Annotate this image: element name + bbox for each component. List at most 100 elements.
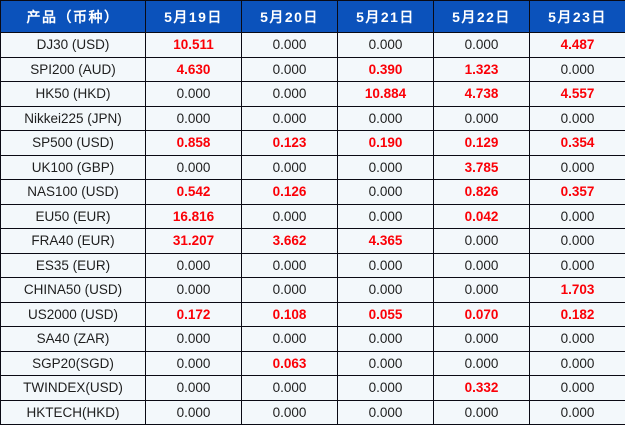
value-cell: 4.557 bbox=[529, 81, 625, 107]
value-cell: 0.000 bbox=[529, 154, 625, 180]
product-cell: FRA40 (EUR) bbox=[0, 228, 146, 254]
value-cell: 0.000 bbox=[433, 399, 530, 425]
table-row: CHINA50 (USD) 0.000 0.000 0.000 0.000 1.703 bbox=[0, 277, 625, 303]
value-cell: 0.000 bbox=[433, 228, 530, 254]
table-row: NAS100 (USD) 0.542 0.126 0.000 0.826 0.357 bbox=[0, 179, 625, 205]
value-cell: 4.487 bbox=[529, 32, 625, 58]
value-cell: 0.000 bbox=[337, 350, 434, 376]
value-cell: 0.172 bbox=[145, 301, 242, 327]
value-cell: 0.190 bbox=[337, 130, 434, 156]
value-cell: 0.000 bbox=[433, 105, 530, 131]
table-row: SGP20(SGD) 0.000 0.063 0.000 0.000 0.000 bbox=[0, 350, 625, 376]
value-cell: 1.703 bbox=[529, 277, 625, 303]
product-cell: UK100 (GBP) bbox=[0, 154, 146, 180]
product-cell: NAS100 (USD) bbox=[0, 179, 146, 205]
value-cell: 0.123 bbox=[241, 130, 338, 156]
value-cell: 0.000 bbox=[433, 350, 530, 376]
column-header-may21: 5月21日 bbox=[337, 0, 434, 33]
value-cell: 0.000 bbox=[241, 203, 338, 229]
column-header-may20: 5月20日 bbox=[241, 0, 338, 33]
value-cell: 0.000 bbox=[241, 277, 338, 303]
value-cell: 0.063 bbox=[241, 350, 338, 376]
value-cell: 0.000 bbox=[241, 81, 338, 107]
value-cell: 3.785 bbox=[433, 154, 530, 180]
table-row: SA40 (ZAR) 0.000 0.000 0.000 0.000 0.000 bbox=[0, 326, 625, 352]
value-cell: 0.070 bbox=[433, 301, 530, 327]
value-cell: 0.182 bbox=[529, 301, 625, 327]
value-cell: 0.354 bbox=[529, 130, 625, 156]
value-cell: 0.000 bbox=[145, 277, 242, 303]
value-cell: 0.332 bbox=[433, 375, 530, 401]
table-row: TWINDEX(USD) 0.000 0.000 0.000 0.332 0.000 bbox=[0, 375, 625, 401]
table-row: FRA40 (EUR) 31.207 3.662 4.365 0.000 0.000 bbox=[0, 228, 625, 254]
value-cell: 0.000 bbox=[433, 326, 530, 352]
value-cell: 0.000 bbox=[433, 277, 530, 303]
table-row: SPI200 (AUD) 4.630 0.000 0.390 1.323 0.000 bbox=[0, 56, 625, 82]
table-row: HKTECH(HKD) 0.000 0.000 0.000 0.000 0.000 bbox=[0, 399, 625, 425]
value-cell: 4.738 bbox=[433, 81, 530, 107]
value-cell: 10.884 bbox=[337, 81, 434, 107]
value-cell: 0.000 bbox=[529, 203, 625, 229]
product-cell: US2000 (USD) bbox=[0, 301, 146, 327]
value-cell: 0.000 bbox=[433, 32, 530, 58]
value-cell: 0.000 bbox=[145, 399, 242, 425]
product-cell: HK50 (HKD) bbox=[0, 81, 146, 107]
value-cell: 0.390 bbox=[337, 56, 434, 82]
value-cell: 0.000 bbox=[529, 228, 625, 254]
product-cell: Nikkei225 (JPN) bbox=[0, 105, 146, 131]
value-cell: 0.126 bbox=[241, 179, 338, 205]
product-cell: SGP20(SGD) bbox=[0, 350, 146, 376]
table-body: DJ30 (USD) 10.511 0.000 0.000 0.000 4.487 SP… bbox=[0, 32, 625, 425]
table-header: 产品（币种） 5月19日 5月20日 5月21日 5月22日 5月23日 bbox=[0, 0, 625, 33]
value-cell: 0.000 bbox=[145, 105, 242, 131]
value-cell: 0.055 bbox=[337, 301, 434, 327]
table-row: EU50 (EUR) 16.816 0.000 0.000 0.042 0.000 bbox=[0, 203, 625, 229]
value-cell: 0.000 bbox=[145, 252, 242, 278]
value-cell: 0.000 bbox=[145, 375, 242, 401]
value-cell: 0.000 bbox=[145, 326, 242, 352]
product-cell: CHINA50 (USD) bbox=[0, 277, 146, 303]
value-cell: 0.000 bbox=[241, 32, 338, 58]
value-cell: 0.000 bbox=[145, 154, 242, 180]
value-cell: 0.000 bbox=[241, 105, 338, 131]
value-cell: 0.000 bbox=[529, 375, 625, 401]
value-cell: 0.108 bbox=[241, 301, 338, 327]
value-cell: 0.000 bbox=[337, 375, 434, 401]
value-cell: 31.207 bbox=[145, 228, 242, 254]
product-cell: EU50 (EUR) bbox=[0, 203, 146, 229]
table-row: SP500 (USD) 0.858 0.123 0.190 0.129 0.354 bbox=[0, 130, 625, 156]
value-cell: 0.000 bbox=[241, 56, 338, 82]
value-cell: 0.542 bbox=[145, 179, 242, 205]
value-cell: 0.000 bbox=[337, 326, 434, 352]
value-cell: 0.357 bbox=[529, 179, 625, 205]
table-row: Nikkei225 (JPN) 0.000 0.000 0.000 0.000 0.00… bbox=[0, 105, 625, 131]
column-header-may19: 5月19日 bbox=[145, 0, 242, 33]
product-cell: DJ30 (USD) bbox=[0, 32, 146, 58]
value-cell: 0.000 bbox=[337, 154, 434, 180]
product-cell: SP500 (USD) bbox=[0, 130, 146, 156]
table-row: US2000 (USD) 0.172 0.108 0.055 0.070 0.182 bbox=[0, 301, 625, 327]
value-cell: 10.511 bbox=[145, 32, 242, 58]
value-cell: 0.000 bbox=[241, 399, 338, 425]
value-cell: 0.000 bbox=[337, 399, 434, 425]
product-cell: ES35 (EUR) bbox=[0, 252, 146, 278]
value-cell: 0.000 bbox=[529, 105, 625, 131]
table-row: HK50 (HKD) 0.000 0.000 10.884 4.738 4.557 bbox=[0, 81, 625, 107]
value-cell: 0.129 bbox=[433, 130, 530, 156]
value-cell: 0.000 bbox=[241, 252, 338, 278]
value-cell: 16.816 bbox=[145, 203, 242, 229]
product-cell: TWINDEX(USD) bbox=[0, 375, 146, 401]
product-cell: HKTECH(HKD) bbox=[0, 399, 146, 425]
value-cell: 0.858 bbox=[145, 130, 242, 156]
value-cell: 0.000 bbox=[529, 350, 625, 376]
value-cell: 0.000 bbox=[241, 326, 338, 352]
value-cell: 0.000 bbox=[337, 32, 434, 58]
value-cell: 0.826 bbox=[433, 179, 530, 205]
value-cell: 1.323 bbox=[433, 56, 530, 82]
value-cell: 0.000 bbox=[433, 252, 530, 278]
column-header-may23: 5月23日 bbox=[529, 0, 625, 33]
column-header-product: 产品（币种） bbox=[0, 0, 146, 33]
value-cell: 0.000 bbox=[241, 375, 338, 401]
value-cell: 0.000 bbox=[145, 350, 242, 376]
